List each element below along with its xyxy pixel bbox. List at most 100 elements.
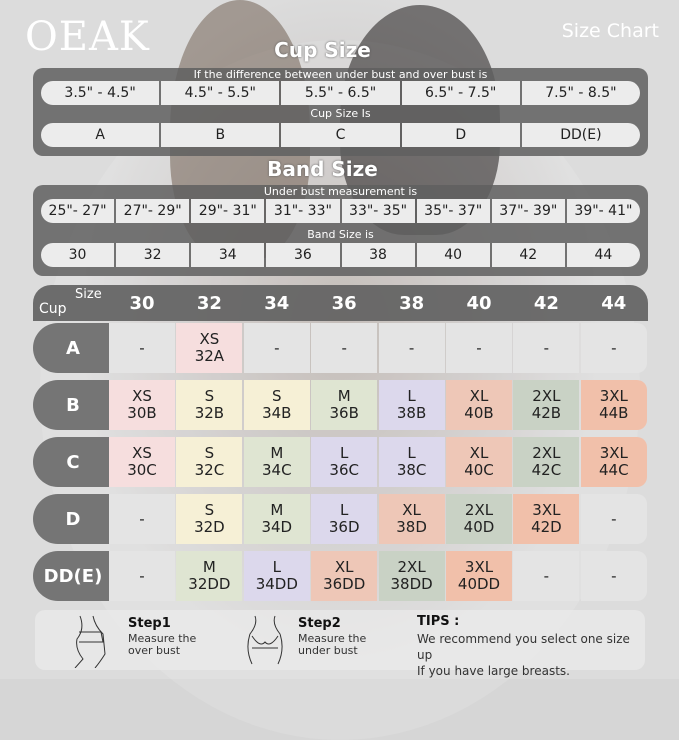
band-cup-code: 34DD <box>255 575 298 593</box>
measurement-cell: 39"- 41" <box>566 199 640 223</box>
cup-row: A B C D DD(E) <box>41 123 640 147</box>
size-label: - <box>611 566 617 585</box>
size-label: XL <box>334 558 354 576</box>
measurement-cell: 25"- 27" <box>41 199 115 223</box>
size-label: 3XL <box>464 558 494 576</box>
size-label: XS <box>132 387 152 405</box>
step1-text2: over bust <box>128 644 181 657</box>
size-label: L <box>340 501 349 519</box>
size-cell: - <box>580 323 647 373</box>
size-label: 3XL <box>532 501 561 519</box>
measurement-cell: 35"- 37" <box>416 199 490 223</box>
column-header: 32 <box>196 293 222 314</box>
size-cell: 3XL 42D <box>513 494 580 544</box>
measure-label: Under bust measurement is <box>263 185 418 198</box>
step1-title: Step1 <box>128 616 171 631</box>
tips-line2: If you have large breasts. <box>417 664 570 678</box>
size-cell: - <box>580 551 647 601</box>
band-cup-code: 32DD <box>188 575 231 593</box>
step2-text1: Measure the <box>298 632 367 645</box>
size-label: - <box>543 566 550 585</box>
band-cell: 38 <box>341 243 415 267</box>
band-cup-code: 36DD <box>323 575 366 593</box>
cup-cell: D <box>401 123 520 147</box>
band-cup-code: 40C <box>464 461 494 479</box>
row-header: DD(E) <box>33 551 113 601</box>
difference-cell: 5.5" - 6.5" <box>281 81 400 105</box>
band-cup-code: 44C <box>599 461 629 479</box>
size-cell: 2XL 42C <box>513 437 580 487</box>
size-label: XS <box>132 444 152 462</box>
size-cell: L 38B <box>378 380 445 430</box>
size-label: 2XL <box>464 501 494 519</box>
tips-title: TIPS : <box>417 614 460 629</box>
band-cup-code: 38B <box>396 404 427 422</box>
size-cell: XS 30B <box>109 380 175 430</box>
column-header: 44 <box>601 293 627 314</box>
size-cell: S 32C <box>176 437 243 487</box>
band-cell: 34 <box>191 243 265 267</box>
band-cup-code: 42C <box>531 461 562 479</box>
size-label: S <box>204 501 215 519</box>
band-cup-code: 32C <box>194 461 225 479</box>
corner-size: Size <box>75 287 102 302</box>
size-label: M <box>202 558 216 576</box>
band-label: Band Size is <box>307 228 374 241</box>
band-cup-code: 34C <box>262 461 292 479</box>
size-cell: M 32DD <box>176 551 243 601</box>
tips: TIPS : We recommend you select one size u… <box>417 614 645 679</box>
page-title: Size Chart <box>561 20 659 42</box>
measurement-cell: 33"- 35" <box>341 199 415 223</box>
size-cell: 3XL 44C <box>580 437 647 487</box>
column-header: 34 <box>264 293 290 314</box>
band-cell: 40 <box>416 243 490 267</box>
size-cell: L 34DD <box>243 551 310 601</box>
size-label: M <box>270 501 284 519</box>
band-cup-code: 42B <box>531 404 562 422</box>
size-label: - <box>476 338 482 357</box>
band-cup-code: 34B <box>262 404 292 422</box>
step1-text1: Measure the <box>128 632 197 645</box>
difference-cell: 3.5" - 4.5" <box>41 81 160 105</box>
size-label: 3XL <box>599 444 628 462</box>
step2: Step2 Measure the under bust <box>298 616 366 657</box>
band-size-panel: Under bust measurement is 25"- 27" 27"- 2… <box>33 185 648 276</box>
size-cell: - <box>513 551 580 601</box>
band-cup-code: 36D <box>328 518 360 536</box>
size-label: - <box>274 338 280 357</box>
band-cup-code: 38DD <box>390 575 433 593</box>
band-cup-code: 34D <box>261 518 293 536</box>
band-cup-code: 40B <box>464 404 494 422</box>
size-label: M <box>337 387 351 405</box>
size-label: XL <box>469 387 489 405</box>
size-label: S <box>272 387 282 405</box>
size-cell: XL 38D <box>378 494 445 544</box>
size-label: L <box>340 444 349 462</box>
size-label: XL <box>469 444 489 462</box>
size-cell: L 36D <box>311 494 378 544</box>
size-cell: - <box>109 551 175 601</box>
size-label: - <box>139 509 145 528</box>
size-label: - <box>139 566 145 585</box>
size-cell: - <box>378 323 445 373</box>
size-cell: S 32B <box>176 380 243 430</box>
band-cup-code: 44B <box>599 404 629 422</box>
measurement-row: 25"- 27" 27"- 29" 29"- 31" 31"- 33" 33"- 35"… <box>41 199 640 223</box>
brand-logo: OEAK <box>25 14 150 60</box>
band-size-title: Band Size <box>267 157 378 181</box>
band-cup-code: 40D <box>463 518 495 536</box>
size-cell: 2XL 40D <box>446 494 512 544</box>
band-cell: 44 <box>566 243 640 267</box>
band-cell: 36 <box>266 243 340 267</box>
difference-row: 3.5" - 4.5" 4.5" - 5.5" 5.5" - 6.5" 6.5" - … <box>41 81 640 105</box>
size-cell: M 34C <box>243 437 310 487</box>
size-cell: 3XL 44B <box>580 380 647 430</box>
size-label: XL <box>402 501 421 519</box>
size-label: L <box>407 444 416 462</box>
size-cell: L 36C <box>311 437 378 487</box>
tips-line1: We recommend you select one size up <box>417 632 630 662</box>
size-cell: - <box>311 323 378 373</box>
size-label: - <box>611 509 617 528</box>
size-label: 2XL <box>397 558 426 576</box>
band-cup-code: 38C <box>396 461 427 479</box>
